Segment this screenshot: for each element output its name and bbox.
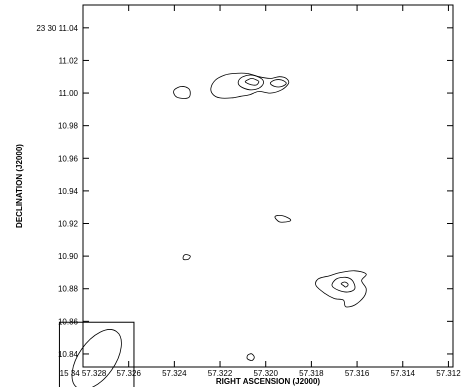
x-tick-label: 57.318	[299, 369, 324, 378]
x-tick-label: 57.316	[345, 369, 370, 378]
contour-north-source-east	[269, 79, 287, 88]
x-tick-label: 57.326	[116, 369, 141, 378]
x-tick-label: 57.324	[162, 369, 187, 378]
contour-lines	[173, 72, 367, 361]
x-tick-label: 57.320	[253, 369, 278, 378]
y-tick-label: 10.88	[58, 285, 79, 294]
x-tick-label: 15 34 57.328	[60, 369, 107, 378]
y-tick-label: 23 30 11.04	[36, 24, 78, 33]
y-tick-label: 10.84	[58, 350, 79, 359]
y-tick-label: 10.92	[58, 220, 79, 229]
x-tick-label: 57.314	[391, 369, 416, 378]
y-tick-label: 10.98	[58, 122, 79, 131]
beam-box	[58, 321, 135, 387]
contour-southeast-source-mid	[331, 276, 356, 293]
y-tick-label: 10.90	[58, 252, 79, 261]
contour-southeast-source-outer	[315, 270, 367, 308]
contour-north-source-peak	[244, 77, 260, 86]
contour-north-source-west	[173, 86, 191, 99]
beam-marker	[58, 321, 135, 387]
y-tick-label: 11.00	[59, 89, 79, 98]
contour-south-blob	[246, 353, 255, 361]
contour-middle-blob	[274, 214, 292, 223]
x-axis-title: RIGHT ASCENSION (J2000)	[216, 377, 321, 386]
x-tick-label: 57.322	[208, 369, 233, 378]
y-tick-label: 11.02	[59, 56, 79, 65]
contour-north-source-mid	[237, 74, 264, 91]
plot-frame	[82, 4, 454, 368]
y-axis-title: DECLINATION (J2000)	[15, 144, 24, 228]
y-axis-ticks: 23 30 11.04 11.02 11.00 10.98 10.96 10.94 10.9…	[36, 24, 453, 359]
y-tick-label: 10.94	[58, 187, 79, 196]
y-tick-label: 10.96	[58, 154, 79, 163]
x-tick-label: 57.312	[436, 369, 461, 378]
beam-ellipse	[71, 329, 122, 387]
contour-north-source-outer	[210, 72, 290, 99]
x-axis-ticks: 15 34 57.328 57.326 57.324 57.322 57.320 57.3…	[60, 5, 461, 378]
contour-small-blob	[182, 254, 191, 261]
contour-southeast-source-peak	[340, 281, 349, 288]
